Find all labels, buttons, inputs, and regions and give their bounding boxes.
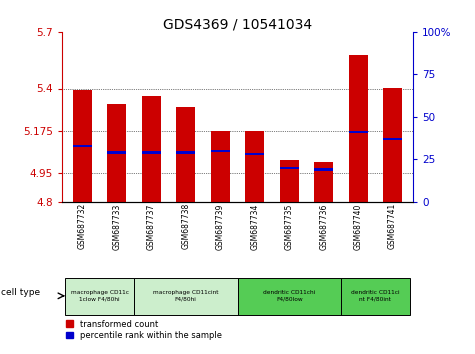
Text: GDS4369 / 10541034: GDS4369 / 10541034 [163,18,312,32]
Text: dendritic CD11chi
F4/80low: dendritic CD11chi F4/80low [263,290,315,302]
Bar [107,152,126,154]
Text: GSM687740: GSM687740 [353,203,362,250]
Bar [280,167,299,169]
Text: GSM687741: GSM687741 [388,203,397,250]
Bar [280,160,299,202]
Text: cell type: cell type [1,287,40,297]
Bar [211,131,230,202]
Text: GSM687732: GSM687732 [78,203,87,250]
Bar [211,150,230,152]
Bar [107,104,126,202]
Bar [314,162,333,202]
Text: macrophage CD11cint
F4/80hi: macrophage CD11cint F4/80hi [153,290,219,302]
FancyBboxPatch shape [65,278,134,315]
Text: GSM687733: GSM687733 [113,203,122,250]
FancyBboxPatch shape [134,278,238,315]
Bar [383,88,402,202]
Bar [142,152,161,154]
Bar [73,90,92,202]
Legend: transformed count, percentile rank within the sample: transformed count, percentile rank withi… [66,320,222,340]
Bar [245,153,264,155]
FancyBboxPatch shape [341,278,410,315]
Bar [349,55,368,202]
Text: macrophage CD11c
1clow F4/80hi: macrophage CD11c 1clow F4/80hi [71,290,129,302]
Bar [176,107,195,202]
Text: GSM687736: GSM687736 [319,203,328,250]
Bar [349,131,368,133]
Bar [383,138,402,140]
Text: GSM687735: GSM687735 [285,203,294,250]
FancyBboxPatch shape [238,278,341,315]
Text: GSM687738: GSM687738 [181,203,190,250]
Bar [73,144,92,147]
Text: GSM687739: GSM687739 [216,203,225,250]
Bar [245,131,264,202]
Text: GSM687734: GSM687734 [250,203,259,250]
Bar [142,96,161,202]
Bar [314,169,333,171]
Text: dendritic CD11ci
nt F4/80int: dendritic CD11ci nt F4/80int [351,290,399,302]
Bar [176,152,195,154]
Text: GSM687737: GSM687737 [147,203,156,250]
